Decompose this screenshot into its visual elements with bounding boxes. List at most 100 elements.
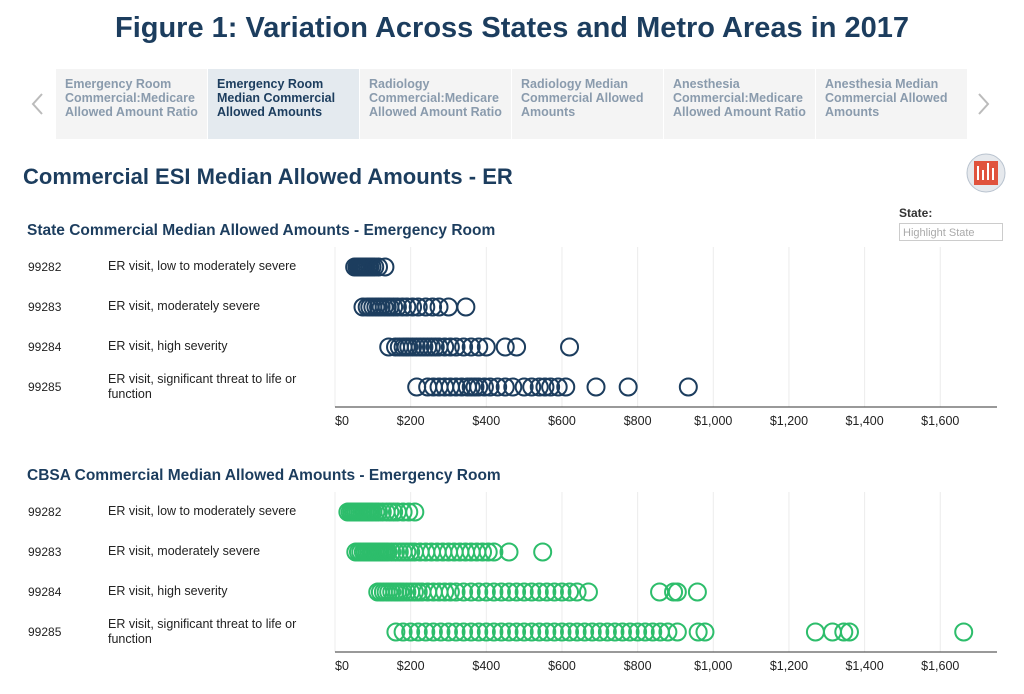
point <box>469 377 489 397</box>
point <box>469 337 489 357</box>
point <box>461 622 481 642</box>
point <box>397 297 417 317</box>
point <box>495 377 515 397</box>
point <box>461 337 481 357</box>
row-label: ER visit, significant threat to life or … <box>108 372 297 401</box>
point <box>429 297 449 317</box>
x-tick-label: $1,600 <box>921 414 959 428</box>
x-tick-label: $0 <box>335 659 349 673</box>
point <box>535 377 555 397</box>
point <box>556 377 576 397</box>
point <box>435 337 455 357</box>
x-tick-label: $600 <box>548 659 576 673</box>
point <box>454 622 474 642</box>
point <box>522 377 542 397</box>
x-tick-label: $200 <box>397 659 425 673</box>
point <box>839 622 859 642</box>
row-code: 99282 <box>28 260 62 274</box>
point <box>440 582 460 602</box>
point <box>567 582 587 602</box>
point <box>695 622 715 642</box>
point <box>620 622 640 642</box>
point <box>605 622 625 642</box>
point <box>461 582 481 602</box>
row-code: 99283 <box>28 545 62 559</box>
filter-input[interactable]: Highlight State <box>899 223 1003 241</box>
point <box>416 622 436 642</box>
point <box>446 622 466 642</box>
point <box>369 257 389 277</box>
row-code: 99283 <box>28 300 62 314</box>
chart-title: State Commercial Median Allowed Amounts … <box>27 222 496 239</box>
prev-arrow[interactable] <box>31 93 43 115</box>
point <box>687 582 707 602</box>
point <box>399 502 419 522</box>
point <box>474 377 494 397</box>
point <box>499 582 519 602</box>
icon-glyph <box>977 163 994 180</box>
next-arrow[interactable] <box>978 93 990 115</box>
point <box>544 622 564 642</box>
tab[interactable]: Radiology Median Commercial Allowed Amou… <box>512 69 663 139</box>
point <box>480 377 500 397</box>
tab[interactable]: Anesthesia Median Commercial Allowed Amo… <box>816 69 967 139</box>
point <box>514 622 534 642</box>
x-tick-label: $600 <box>548 414 576 428</box>
point <box>522 582 542 602</box>
point <box>503 377 523 397</box>
point <box>491 622 511 642</box>
chart-title: CBSA Commercial Median Allowed Amounts -… <box>27 467 501 484</box>
tab[interactable]: Emergency Room Median Commercial Allowed… <box>208 69 359 139</box>
point <box>484 582 504 602</box>
point <box>507 337 527 357</box>
tab[interactable]: Emergency Room Commercial:Medicare Allow… <box>56 69 207 139</box>
point <box>560 582 580 602</box>
point <box>529 377 549 397</box>
tab[interactable]: Radiology Commercial:Medicare Allowed Am… <box>360 69 511 139</box>
point <box>548 377 568 397</box>
point <box>476 622 496 642</box>
x-tick-label: $800 <box>624 659 652 673</box>
x-tick-label: $0 <box>335 414 349 428</box>
row-label: ER visit, moderately severe <box>108 544 261 558</box>
point <box>423 622 443 642</box>
tab[interactable]: Anesthesia Commercial:Medicare Allowed A… <box>664 69 815 139</box>
row-label: ER visit, high severity <box>108 584 228 598</box>
point <box>488 377 508 397</box>
x-tick-label: $200 <box>397 414 425 428</box>
point <box>667 622 687 642</box>
point <box>537 622 557 642</box>
row-label: ER visit, low to moderately severe <box>108 504 297 518</box>
x-tick-label: $1,400 <box>845 414 883 428</box>
point <box>403 297 423 317</box>
point <box>643 622 663 642</box>
point <box>408 622 428 642</box>
point <box>567 622 587 642</box>
x-tick-label: $1,000 <box>694 414 732 428</box>
point <box>484 542 504 562</box>
row-label: ER visit, moderately severe <box>108 299 261 313</box>
point <box>469 582 489 602</box>
point <box>514 582 534 602</box>
point <box>582 622 602 642</box>
point <box>387 297 407 317</box>
point <box>522 622 542 642</box>
point <box>491 582 511 602</box>
point <box>507 622 527 642</box>
point <box>635 622 655 642</box>
point <box>386 622 406 642</box>
point <box>431 622 451 642</box>
point <box>544 582 564 602</box>
point <box>405 502 425 522</box>
point <box>541 377 561 397</box>
point <box>552 622 572 642</box>
point <box>435 582 455 602</box>
page-title: Figure 1: Variation Across States and Me… <box>114 12 910 44</box>
point <box>834 622 854 642</box>
point <box>575 622 595 642</box>
point <box>533 542 553 562</box>
point <box>375 257 395 277</box>
point <box>456 297 476 317</box>
row-code: 99285 <box>28 625 62 639</box>
